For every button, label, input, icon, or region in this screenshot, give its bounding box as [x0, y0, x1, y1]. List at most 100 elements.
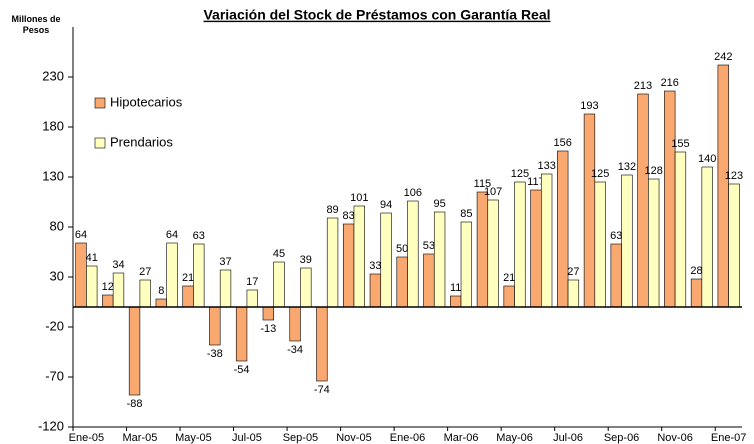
bar	[674, 151, 687, 308]
data-label: 133	[537, 160, 555, 172]
data-label: -54	[234, 364, 250, 376]
data-label: 125	[591, 168, 609, 180]
bar	[262, 306, 275, 321]
data-label: 64	[166, 229, 178, 241]
bar	[460, 221, 473, 308]
bar	[182, 285, 194, 308]
chart-title: Variación del Stock de Préstamos con Gar…	[203, 7, 550, 23]
data-label: 37	[219, 256, 231, 268]
bar	[487, 199, 499, 308]
bar	[583, 113, 596, 308]
x-tick-label: Jul-06	[553, 432, 583, 444]
x-tick-label: Jul-05	[232, 432, 262, 444]
data-label: 95	[433, 198, 445, 210]
bar	[155, 298, 167, 308]
data-label: 107	[484, 186, 502, 198]
data-label: 39	[300, 254, 312, 266]
data-label: -13	[260, 323, 276, 335]
data-label: 17	[246, 276, 258, 288]
x-tick-label: May-05	[175, 432, 212, 444]
y-tick-label: -20	[45, 318, 64, 333]
legend-swatch	[94, 97, 106, 109]
data-label: 63	[193, 230, 205, 242]
bar	[289, 306, 301, 342]
data-label: 33	[369, 260, 381, 272]
bar	[540, 173, 553, 308]
data-label: 41	[86, 252, 98, 264]
bar	[86, 265, 98, 308]
bar	[476, 191, 489, 308]
bar	[396, 256, 408, 308]
y-tick-label: -70	[45, 368, 64, 383]
y-axis-label: Millones de Pesos	[11, 14, 61, 35]
data-label: 94	[380, 199, 392, 211]
bar	[433, 211, 446, 308]
data-label: 12	[102, 281, 114, 293]
y-tick-label: 80	[50, 218, 64, 233]
bar	[717, 64, 729, 308]
bar	[380, 212, 392, 308]
bar	[648, 178, 660, 308]
x-tick-label: Sep-05	[283, 432, 318, 444]
data-label: 115	[474, 178, 492, 190]
bar	[557, 150, 569, 308]
data-label: 193	[580, 100, 598, 112]
bar	[701, 166, 713, 308]
bar	[690, 278, 703, 308]
x-tick-label: Nov-06	[657, 432, 692, 444]
data-label: 132	[618, 161, 636, 173]
bar	[594, 181, 606, 308]
legend-swatch	[94, 137, 106, 149]
x-tick-label: Mar-05	[122, 432, 157, 444]
y-tick-label: 30	[50, 268, 64, 283]
data-label: 242	[714, 51, 732, 63]
bar	[273, 261, 285, 308]
bar	[423, 253, 435, 308]
data-label: 27	[139, 266, 151, 278]
bar	[166, 242, 178, 308]
bar	[235, 306, 248, 362]
bar	[514, 181, 526, 308]
data-label: 156	[554, 137, 572, 149]
x-tick-label: Sep-06	[604, 432, 639, 444]
data-label: 213	[634, 80, 652, 92]
bar	[326, 217, 339, 308]
data-label: 64	[75, 229, 87, 241]
y-tick-label: -120	[38, 418, 64, 433]
x-tick-label: Ene-07	[711, 432, 746, 444]
legend-label: Hipotecarios	[110, 94, 183, 109]
data-label: 83	[343, 210, 355, 222]
data-label: 34	[112, 259, 124, 271]
bar	[209, 306, 221, 346]
bar	[342, 223, 355, 308]
data-label: 216	[661, 77, 679, 89]
bar	[102, 294, 114, 308]
x-tick-label: Mar-06	[444, 432, 479, 444]
data-label: 8	[158, 285, 164, 297]
bar	[450, 295, 462, 308]
x-tick-label: May-06	[496, 432, 533, 444]
data-label: -34	[287, 344, 303, 356]
data-label: -38	[207, 348, 223, 360]
data-label: 117	[527, 176, 545, 188]
data-label: 123	[725, 170, 743, 182]
bar	[621, 174, 633, 308]
x-tick-label: Ene-05	[69, 432, 104, 444]
data-label: 11	[450, 282, 461, 294]
data-label: 63	[610, 230, 622, 242]
bar	[530, 189, 542, 308]
bar	[567, 279, 580, 308]
y-tick-label: 230	[42, 68, 64, 83]
data-label: 27	[567, 266, 579, 278]
bar	[664, 90, 676, 308]
data-label: 140	[698, 153, 716, 165]
data-label: 50	[396, 243, 408, 255]
data-label: 28	[690, 265, 702, 277]
data-label: 85	[460, 208, 472, 220]
x-tick-label: Nov-05	[336, 432, 371, 444]
data-label: -88	[127, 398, 143, 410]
y-tick-label: 130	[42, 168, 64, 183]
bar	[407, 200, 419, 308]
bar	[193, 243, 205, 308]
